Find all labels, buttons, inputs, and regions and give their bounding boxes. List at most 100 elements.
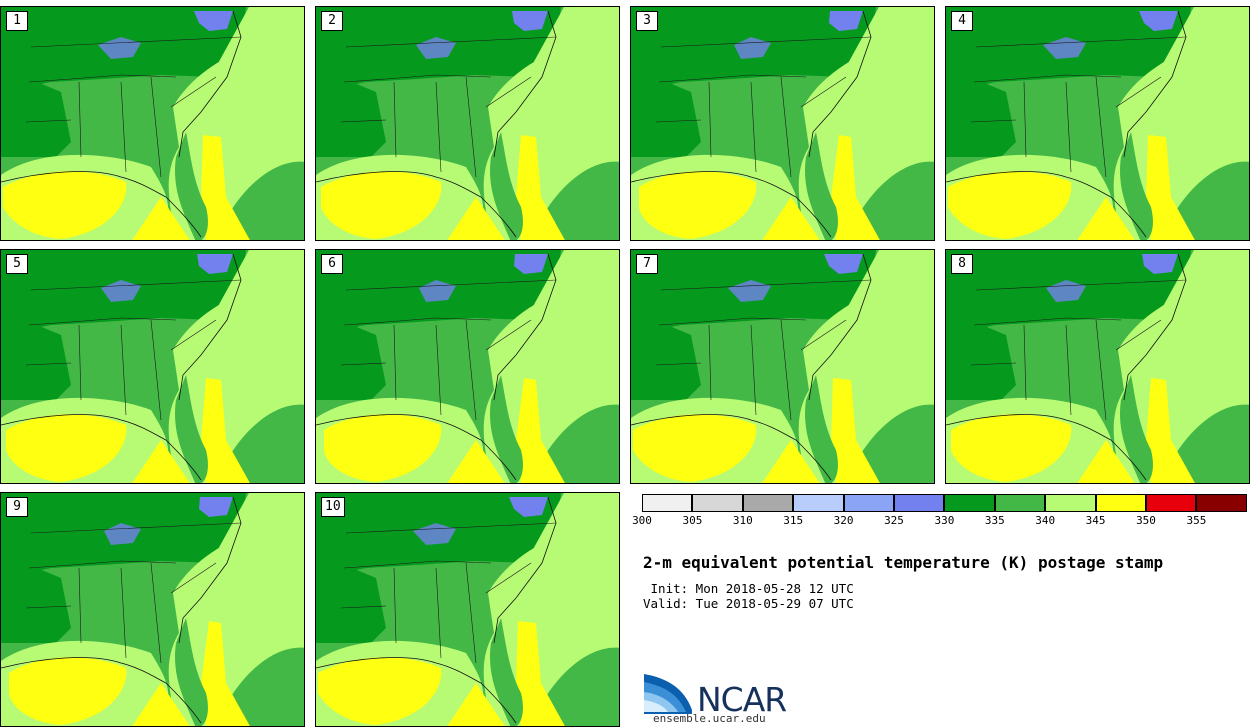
map-region-2 — [946, 67, 1016, 157]
init-time: Init: Mon 2018-05-28 12 UTC — [643, 581, 854, 596]
stamp-member-4[interactable]: 4 — [945, 6, 1250, 241]
map-region-8 — [201, 135, 250, 240]
ensemble-map — [1, 250, 304, 483]
colorbar-swatch — [843, 494, 894, 512]
map-region-6 — [321, 171, 442, 239]
map-region-7 — [1077, 197, 1135, 240]
map-region-6 — [318, 657, 442, 725]
colorbar-tick-label: 320 — [833, 514, 854, 527]
colorbar-tick-label: 350 — [1136, 514, 1156, 527]
ensemble-map — [946, 7, 1249, 240]
stamp-member-8[interactable]: 8 — [945, 249, 1250, 484]
stamp-label: 2 — [321, 11, 343, 31]
map-region-12 — [340, 522, 557, 664]
stamp-label: 7 — [636, 254, 658, 274]
stamp-member-9[interactable]: 9 — [0, 492, 305, 727]
map-region-8 — [1146, 135, 1195, 240]
map-region-10 — [1142, 254, 1178, 274]
map-region-9 — [175, 618, 208, 726]
colorbar-swatch — [1095, 494, 1146, 512]
map-region-2 — [1, 67, 71, 157]
map-region-2 — [316, 67, 386, 157]
map-region-9 — [490, 618, 523, 726]
stamp-label: 5 — [6, 254, 28, 274]
stamp-member-1[interactable]: 1 — [0, 6, 305, 241]
map-region-13 — [631, 10, 872, 238]
map-region-6 — [948, 171, 1072, 239]
colorbar-tick-label: 340 — [1035, 514, 1056, 527]
colorbar-swatch — [894, 494, 945, 512]
map-region-2 — [631, 310, 701, 400]
logo-text: NCAR — [697, 680, 787, 719]
map-region-9 — [1120, 375, 1153, 483]
stamp-member-2[interactable]: 2 — [315, 6, 620, 241]
map-region-9 — [490, 375, 523, 483]
map-region-12 — [970, 279, 1187, 421]
stamp-member-10[interactable]: 10 — [315, 492, 620, 727]
ensemble-map — [631, 7, 934, 240]
map-region-9 — [175, 132, 208, 240]
map-region-7 — [762, 197, 820, 240]
map-region-7 — [447, 440, 505, 483]
map-region-6 — [3, 171, 127, 239]
colorbar-tick-label: 355 — [1186, 514, 1207, 527]
stamp-member-7[interactable]: 7 — [630, 249, 935, 484]
map-region-8 — [201, 378, 250, 483]
map-region-10 — [194, 11, 233, 31]
map-region-12 — [25, 279, 242, 421]
map-region-8 — [516, 621, 565, 726]
stamp-label: 6 — [321, 254, 343, 274]
ncar-logo-icon — [644, 674, 692, 714]
map-region-13 — [1, 253, 242, 481]
map-region-6 — [951, 414, 1072, 482]
map-region-7 — [447, 683, 505, 726]
map-region-7 — [132, 683, 190, 726]
map-region-12 — [655, 279, 872, 421]
map-region-7 — [132, 197, 190, 240]
colorbar-swatch — [1045, 494, 1096, 512]
map-region-7 — [1077, 440, 1135, 483]
ensemble-map — [1, 7, 304, 240]
map-region-6 — [6, 414, 127, 482]
map-region-13 — [316, 496, 557, 724]
map-region-6 — [633, 414, 757, 482]
map-region-10 — [829, 11, 863, 31]
map-region-8 — [516, 135, 565, 240]
stamp-member-6[interactable]: 6 — [315, 249, 620, 484]
map-region-7 — [447, 197, 505, 240]
map-region-9 — [175, 375, 208, 483]
colorbar-swatch — [742, 494, 794, 512]
map-region-8 — [1146, 378, 1195, 483]
stamp-member-3[interactable]: 3 — [630, 6, 935, 241]
stamp-label: 8 — [951, 254, 973, 274]
colorbar-swatch — [642, 494, 693, 512]
map-region-6 — [639, 171, 757, 239]
map-region-10 — [514, 254, 548, 274]
map-region-12 — [970, 36, 1187, 178]
map-region-9 — [805, 132, 838, 240]
logo-url[interactable]: ensemble.ucar.edu — [653, 712, 766, 725]
stamp-label: 3 — [636, 11, 658, 31]
colorbar-swatch — [1196, 494, 1247, 512]
colorbar-swatch — [944, 494, 995, 512]
colorbar-swatch — [1146, 494, 1197, 512]
plot-title: 2-m equivalent potential temperature (K)… — [643, 553, 1164, 572]
map-region-13 — [946, 253, 1187, 481]
stamp-member-5[interactable]: 5 — [0, 249, 305, 484]
ensemble-map — [946, 250, 1249, 483]
ensemble-map — [316, 250, 619, 483]
map-region-10 — [512, 11, 548, 31]
ensemble-map — [316, 493, 619, 726]
colorbar-swatch — [692, 494, 743, 512]
map-region-7 — [762, 440, 820, 483]
map-region-2 — [1, 553, 71, 643]
stamp-label: 10 — [321, 497, 345, 517]
colorbar-tick-label: 305 — [682, 514, 703, 527]
map-region-2 — [316, 553, 386, 643]
ensemble-map — [316, 7, 619, 240]
map-region-7 — [132, 440, 190, 483]
colorbar-tick-label: 315 — [783, 514, 804, 527]
map-region-9 — [490, 132, 523, 240]
map-region-10 — [824, 254, 863, 274]
colorbar-tick-label: 310 — [732, 514, 753, 527]
